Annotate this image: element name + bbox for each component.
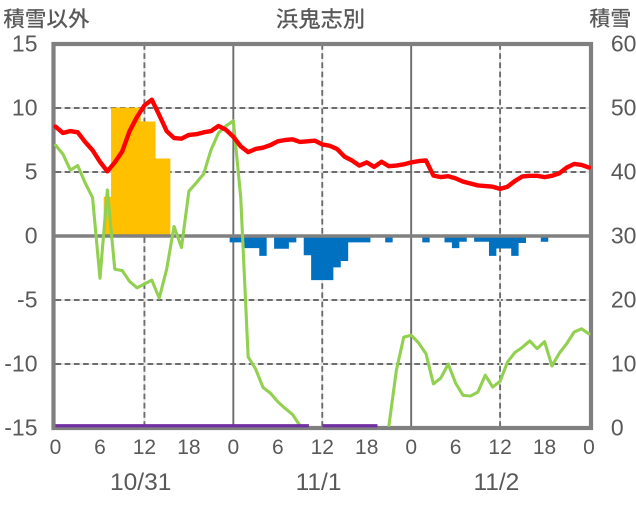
svg-text:11/2: 11/2 xyxy=(473,469,519,496)
svg-text:18: 18 xyxy=(533,436,556,459)
svg-text:30: 30 xyxy=(611,223,636,249)
svg-text:0: 0 xyxy=(25,223,38,249)
svg-text:20: 20 xyxy=(611,287,636,313)
svg-text:10: 10 xyxy=(12,95,38,121)
svg-text:6: 6 xyxy=(450,436,462,459)
svg-text:-10: -10 xyxy=(4,351,37,377)
svg-text:0: 0 xyxy=(583,436,595,459)
svg-text:6: 6 xyxy=(272,436,284,459)
svg-text:0: 0 xyxy=(227,436,239,459)
svg-text:18: 18 xyxy=(355,436,378,459)
svg-text:12: 12 xyxy=(488,436,511,459)
svg-text:0: 0 xyxy=(611,415,624,441)
svg-text:-5: -5 xyxy=(17,287,37,313)
svg-text:12: 12 xyxy=(311,436,334,459)
svg-text:5: 5 xyxy=(25,159,38,185)
svg-text:6: 6 xyxy=(94,436,106,459)
svg-text:11/1: 11/1 xyxy=(296,469,342,496)
svg-text:0: 0 xyxy=(50,436,62,459)
svg-text:60: 60 xyxy=(611,31,636,57)
svg-text:40: 40 xyxy=(611,159,636,185)
svg-text:50: 50 xyxy=(611,95,636,121)
svg-text:10: 10 xyxy=(611,351,636,377)
svg-text:15: 15 xyxy=(12,31,38,57)
svg-text:18: 18 xyxy=(177,436,200,459)
svg-text:12: 12 xyxy=(133,436,156,459)
svg-text:-15: -15 xyxy=(4,415,37,441)
svg-text:0: 0 xyxy=(405,436,417,459)
svg-text:10/31: 10/31 xyxy=(110,469,171,496)
